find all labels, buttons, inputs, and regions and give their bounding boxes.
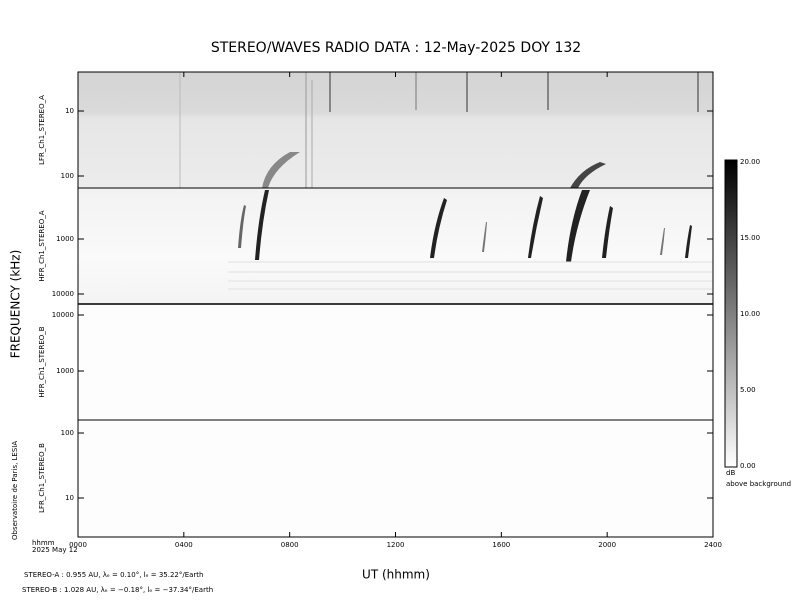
colorbar-tick-label: 10.00	[740, 310, 760, 318]
spectrogram-features	[179, 72, 699, 188]
x-tick-label: 1600	[492, 541, 510, 549]
y-tick-label: 10	[65, 107, 74, 115]
colorbar-tick-label: 20.00	[740, 158, 760, 166]
panel-label: HFR_Ch1_STEREO_B	[38, 326, 46, 397]
radio-bursts	[238, 152, 692, 262]
x-tick-label: 0000	[69, 541, 87, 549]
x-tick-label: 2000	[598, 541, 616, 549]
panel-label: LFR_Ch1_STEREO_A	[38, 95, 46, 165]
x-tick-label: 0800	[281, 541, 299, 549]
colorbar-unit: dB	[726, 469, 735, 477]
y-tick-label: 1000	[56, 235, 74, 243]
colorbar-tick-label: 0.00	[740, 462, 756, 470]
y-tick-label: 10000	[52, 290, 74, 298]
y-tick-label: 100	[61, 429, 74, 437]
x-tick-label: 1200	[387, 541, 405, 549]
colorbar-tick-label: 15.00	[740, 234, 760, 242]
y-tick-label: 100	[61, 172, 74, 180]
panel-hfr-a	[78, 188, 713, 304]
colorbar-caption: above background	[726, 480, 791, 488]
x-axis-label: UT (hhmm)	[362, 568, 430, 582]
colorbar-tick-label: 5.00	[740, 386, 756, 394]
y-tick-label: 10000	[52, 311, 74, 319]
x-tick-label: 0400	[175, 541, 193, 549]
credit: Observatoire de Paris, LESIA	[11, 441, 19, 540]
y-axis-label: FREQUENCY (kHz)	[9, 250, 23, 359]
x-corner: 2025 May 12	[32, 546, 78, 554]
y-tick-label: 1000	[56, 367, 74, 375]
title: STEREO/WAVES RADIO DATA : 12-May-2025 DO…	[211, 40, 581, 56]
y-tick-label: 10	[65, 494, 74, 502]
footer-line: STEREO-A : 0.955 AU, λₑ = 0.10°, lₑ = 35…	[24, 571, 204, 579]
x-tick-label: 2400	[704, 541, 722, 549]
panel-label: LFR_Ch1_STEREO_B	[38, 443, 46, 513]
band-lines	[228, 261, 713, 290]
colorbar	[724, 159, 738, 468]
x-corner: hhmm	[32, 539, 55, 547]
panel-label: HFR_Ch1_STEREO_A	[38, 210, 46, 281]
panel-lfr-a	[78, 72, 713, 188]
footer-line: STEREO-B : 1.028 AU, λₑ = −0.18°, lₑ = −…	[22, 586, 213, 594]
